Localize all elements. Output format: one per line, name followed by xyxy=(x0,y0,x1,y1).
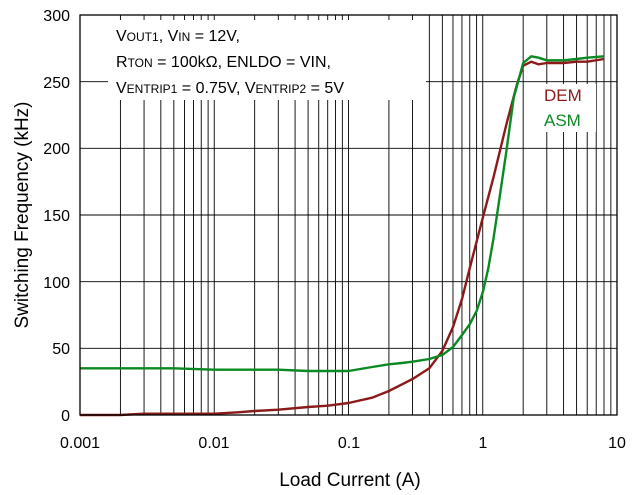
x-tick-labels: 0.001 0.01 0.1 1 10 xyxy=(60,435,626,452)
legend-label-asm: ASM xyxy=(544,111,581,130)
x-tick-label: 0.01 xyxy=(198,435,229,452)
x-tick-label: 0.1 xyxy=(338,435,360,452)
y-tick-label: 150 xyxy=(43,208,70,225)
x-tick-label: 0.001 xyxy=(60,435,100,452)
series-line-dem xyxy=(80,57,605,417)
annotation: VOUT1, VIN = 12V, RTON = 100kΩ, ENLDO = … xyxy=(116,28,344,97)
annotation-line-2: RTON = 100kΩ, ENLDO = VIN, xyxy=(116,54,331,71)
y-tick-label: 100 xyxy=(43,275,70,292)
legend-label-dem: DEM xyxy=(544,86,582,105)
legend-background xyxy=(540,84,596,132)
plot-frame xyxy=(79,14,618,416)
y-tick-label: 50 xyxy=(52,341,70,358)
annotation-line-1: VOUT1, VIN = 12V, xyxy=(116,28,240,45)
annotation-line-3: VENTRIP1 = 0.75V, VENTRIP2 = 5V xyxy=(116,80,344,97)
y-tick-label: 0 xyxy=(61,408,70,425)
y-tick-labels: 0 50 100 150 200 250 300 xyxy=(43,8,70,425)
y-axis-title: Switching Frequency (kHz) xyxy=(12,101,33,328)
annotation-box xyxy=(108,20,426,100)
x-axis-title: Load Current (A) xyxy=(279,470,421,491)
y-tick-label: 300 xyxy=(43,8,70,25)
x-tick-label: 1 xyxy=(479,435,488,452)
y-tick-label: 250 xyxy=(43,75,70,92)
x-tick-label: 10 xyxy=(608,435,626,452)
series-line-asm xyxy=(80,55,605,373)
y-tick-label: 200 xyxy=(43,141,70,158)
series-lines xyxy=(80,55,605,417)
